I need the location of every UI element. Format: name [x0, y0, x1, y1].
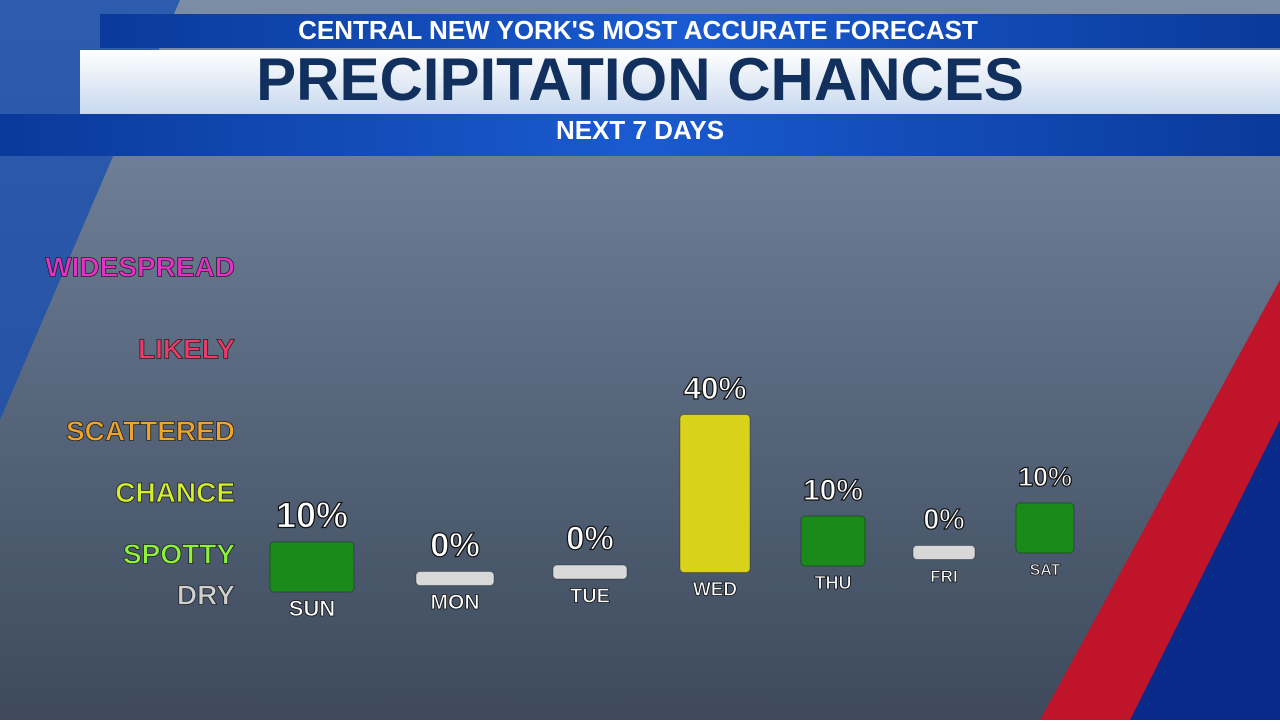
value-label: 0%	[923, 504, 964, 536]
value-label: 0%	[566, 520, 614, 557]
chart-title: PRECIPITATION CHANCES	[256, 46, 1024, 113]
x-tick-label: WED	[693, 580, 737, 601]
bar	[415, 571, 495, 586]
tagline: CENTRAL NEW YORK'S MOST ACCURATE FORECAS…	[298, 15, 978, 45]
bar	[269, 541, 355, 593]
x-tick-label: TUE	[570, 585, 610, 607]
x-tick-label: MON	[431, 591, 480, 614]
blue-stripe	[1130, 420, 1280, 720]
y-tick-label: WIDESPREAD	[45, 251, 235, 282]
bar	[679, 414, 751, 573]
x-tick-label: SAT	[1030, 562, 1061, 579]
y-tick-label: LIKELY	[138, 333, 235, 364]
subtitle-band	[0, 114, 1280, 156]
value-label: 10%	[276, 495, 348, 536]
y-tick-label: CHANCE	[115, 477, 235, 508]
y-tick-label: DRY	[177, 579, 235, 610]
bar	[1015, 502, 1075, 554]
y-tick-label: SCATTERED	[66, 415, 235, 446]
bar	[800, 515, 866, 567]
title-band	[80, 50, 1280, 114]
chart-subtitle: NEXT 7 DAYS	[556, 115, 724, 145]
bar	[552, 564, 628, 580]
x-tick-label: FRI	[930, 567, 957, 586]
y-tick-label: SPOTTY	[123, 538, 235, 569]
value-label: 0%	[430, 527, 480, 565]
tagline-band	[100, 14, 1280, 48]
value-label: 10%	[1018, 462, 1072, 492]
x-tick-label: THU	[815, 573, 852, 593]
x-tick-label: SUN	[289, 596, 335, 621]
value-label: 40%	[683, 370, 746, 406]
value-label: 10%	[803, 474, 863, 507]
bar	[912, 545, 976, 560]
